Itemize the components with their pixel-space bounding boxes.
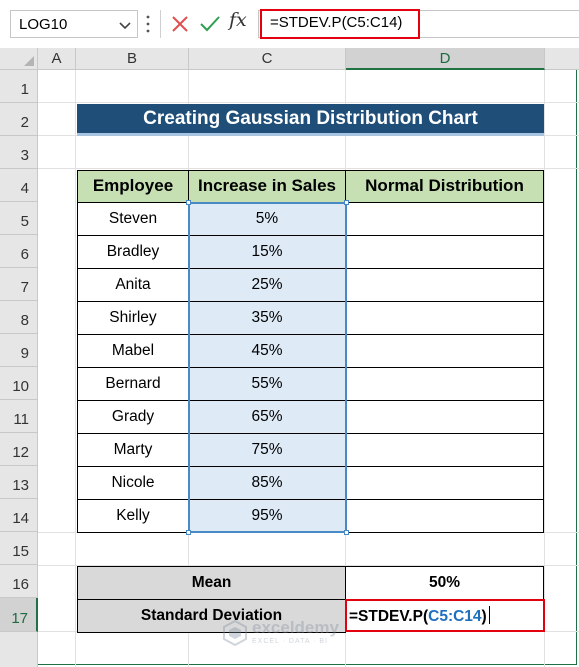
cancel-icon[interactable] (170, 13, 190, 35)
select-all-triangle-icon (24, 56, 34, 66)
mean-value[interactable]: 50% (345, 566, 544, 600)
formula-bar: LOG10 fx =STDEV.P(C5:C14) (0, 0, 579, 48)
increase-cell[interactable]: 55% (188, 367, 346, 401)
increase-cell[interactable]: 65% (188, 400, 346, 434)
employee-cell[interactable]: Mabel (77, 334, 189, 368)
employee-cell[interactable]: Bradley (77, 235, 189, 269)
row-header-1[interactable]: 1 (0, 70, 38, 103)
increase-cell[interactable]: 35% (188, 301, 346, 335)
row-header-9[interactable]: 9 (0, 334, 38, 367)
standard-deviation-formula[interactable]: =STDEV.P(C5:C14) (349, 606, 490, 626)
exceldemy-logo-icon (223, 620, 247, 646)
row-header-10[interactable]: 10 (0, 367, 38, 400)
increase-cell[interactable]: 75% (188, 433, 346, 467)
selection-handle[interactable] (186, 200, 191, 205)
normal-distribution-cell[interactable] (345, 202, 544, 236)
row-header-15[interactable]: 15 (0, 532, 38, 565)
increase-cell[interactable]: 85% (188, 466, 346, 500)
formula-bar-separator (160, 10, 161, 38)
sheet-title[interactable]: Creating Gaussian Distribution Chart (77, 104, 544, 136)
employee-cell[interactable]: Grady (77, 400, 189, 434)
increase-cell[interactable]: 95% (188, 499, 346, 533)
employee-cell[interactable]: Kelly (77, 499, 189, 533)
gridline (38, 168, 579, 169)
name-box-value: LOG10 (19, 16, 68, 33)
normal-distribution-cell[interactable] (345, 268, 544, 302)
mean-label[interactable]: Mean (77, 566, 346, 600)
increase-cell[interactable]: 5% (188, 202, 346, 236)
employee-cell[interactable]: Bernard (77, 367, 189, 401)
normal-distribution-cell[interactable] (345, 433, 544, 467)
enter-check-icon[interactable] (199, 13, 221, 35)
normal-distribution-cell[interactable] (345, 235, 544, 269)
row-header-8[interactable]: 8 (0, 301, 38, 334)
standard-deviation-label[interactable]: Standard Deviation (77, 599, 346, 633)
formula-highlight-box (260, 9, 420, 39)
header-increase-in-sales[interactable]: Increase in Sales (188, 170, 346, 203)
increase-cell[interactable]: 15% (188, 235, 346, 269)
normal-distribution-cell[interactable] (345, 466, 544, 500)
formula-prefix: =STDEV.P( (349, 608, 429, 625)
increase-cell[interactable]: 45% (188, 334, 346, 368)
selection-handle[interactable] (344, 530, 349, 535)
row-header-3[interactable]: 3 (0, 136, 38, 169)
normal-distribution-cell[interactable] (345, 499, 544, 533)
row-header-6[interactable]: 6 (0, 235, 38, 268)
row-header-11[interactable]: 11 (0, 400, 38, 433)
column-header-a[interactable]: A (38, 48, 76, 70)
gridline (75, 70, 76, 667)
employee-cell[interactable]: Shirley (77, 301, 189, 335)
employee-cell[interactable]: Marty (77, 433, 189, 467)
name-box[interactable]: LOG10 (10, 10, 138, 38)
row-header-14[interactable]: 14 (0, 499, 38, 532)
insert-function-icon[interactable]: fx (229, 9, 247, 31)
column-header-e-partial[interactable] (545, 48, 579, 70)
row-header-17[interactable]: 17 (0, 598, 38, 632)
header-normal-distribution[interactable]: Normal Distribution (345, 170, 544, 203)
select-all-corner[interactable] (0, 48, 38, 70)
column-header-b[interactable]: B (76, 48, 189, 70)
header-employee[interactable]: Employee (77, 170, 189, 203)
selection-handle[interactable] (344, 200, 349, 205)
normal-distribution-cell[interactable] (345, 334, 544, 368)
row-header-16[interactable]: 16 (0, 565, 38, 598)
selection-handle[interactable] (186, 530, 191, 535)
normal-distribution-cell[interactable] (345, 400, 544, 434)
row-header-5[interactable]: 5 (0, 202, 38, 235)
normal-distribution-cell[interactable] (345, 301, 544, 335)
gridline (38, 102, 579, 103)
gridline (38, 565, 579, 566)
standard-deviation-edit-cell[interactable]: =STDEV.P(C5:C14) (345, 599, 545, 632)
column-header-c[interactable]: C (189, 48, 346, 70)
watermark-name: exceldemy (252, 618, 339, 637)
watermark-tagline: EXCEL · DATA · BI (252, 638, 328, 645)
row-header-7[interactable]: 7 (0, 268, 38, 301)
formula-suffix: ) (481, 608, 487, 625)
gridline (544, 70, 545, 667)
employee-cell[interactable]: Anita (77, 268, 189, 302)
row-header-18-partial[interactable] (0, 632, 38, 667)
chevron-down-icon[interactable] (119, 19, 131, 31)
row-header-13[interactable]: 13 (0, 466, 38, 499)
column-header-d[interactable]: D (346, 48, 545, 70)
employee-cell[interactable]: Nicole (77, 466, 189, 500)
employee-cell[interactable]: Steven (77, 202, 189, 236)
more-options-icon[interactable] (146, 14, 150, 34)
row-header-12[interactable]: 12 (0, 433, 38, 466)
increase-cell[interactable]: 25% (188, 268, 346, 302)
text-caret (488, 606, 490, 624)
formula-text[interactable]: =STDEV.P(C5:C14) (270, 14, 403, 31)
formula-range-reference: C5:C14 (428, 608, 482, 625)
normal-distribution-cell[interactable] (345, 367, 544, 401)
row-header-4[interactable]: 4 (0, 169, 38, 202)
row-header-2[interactable]: 2 (0, 103, 38, 136)
